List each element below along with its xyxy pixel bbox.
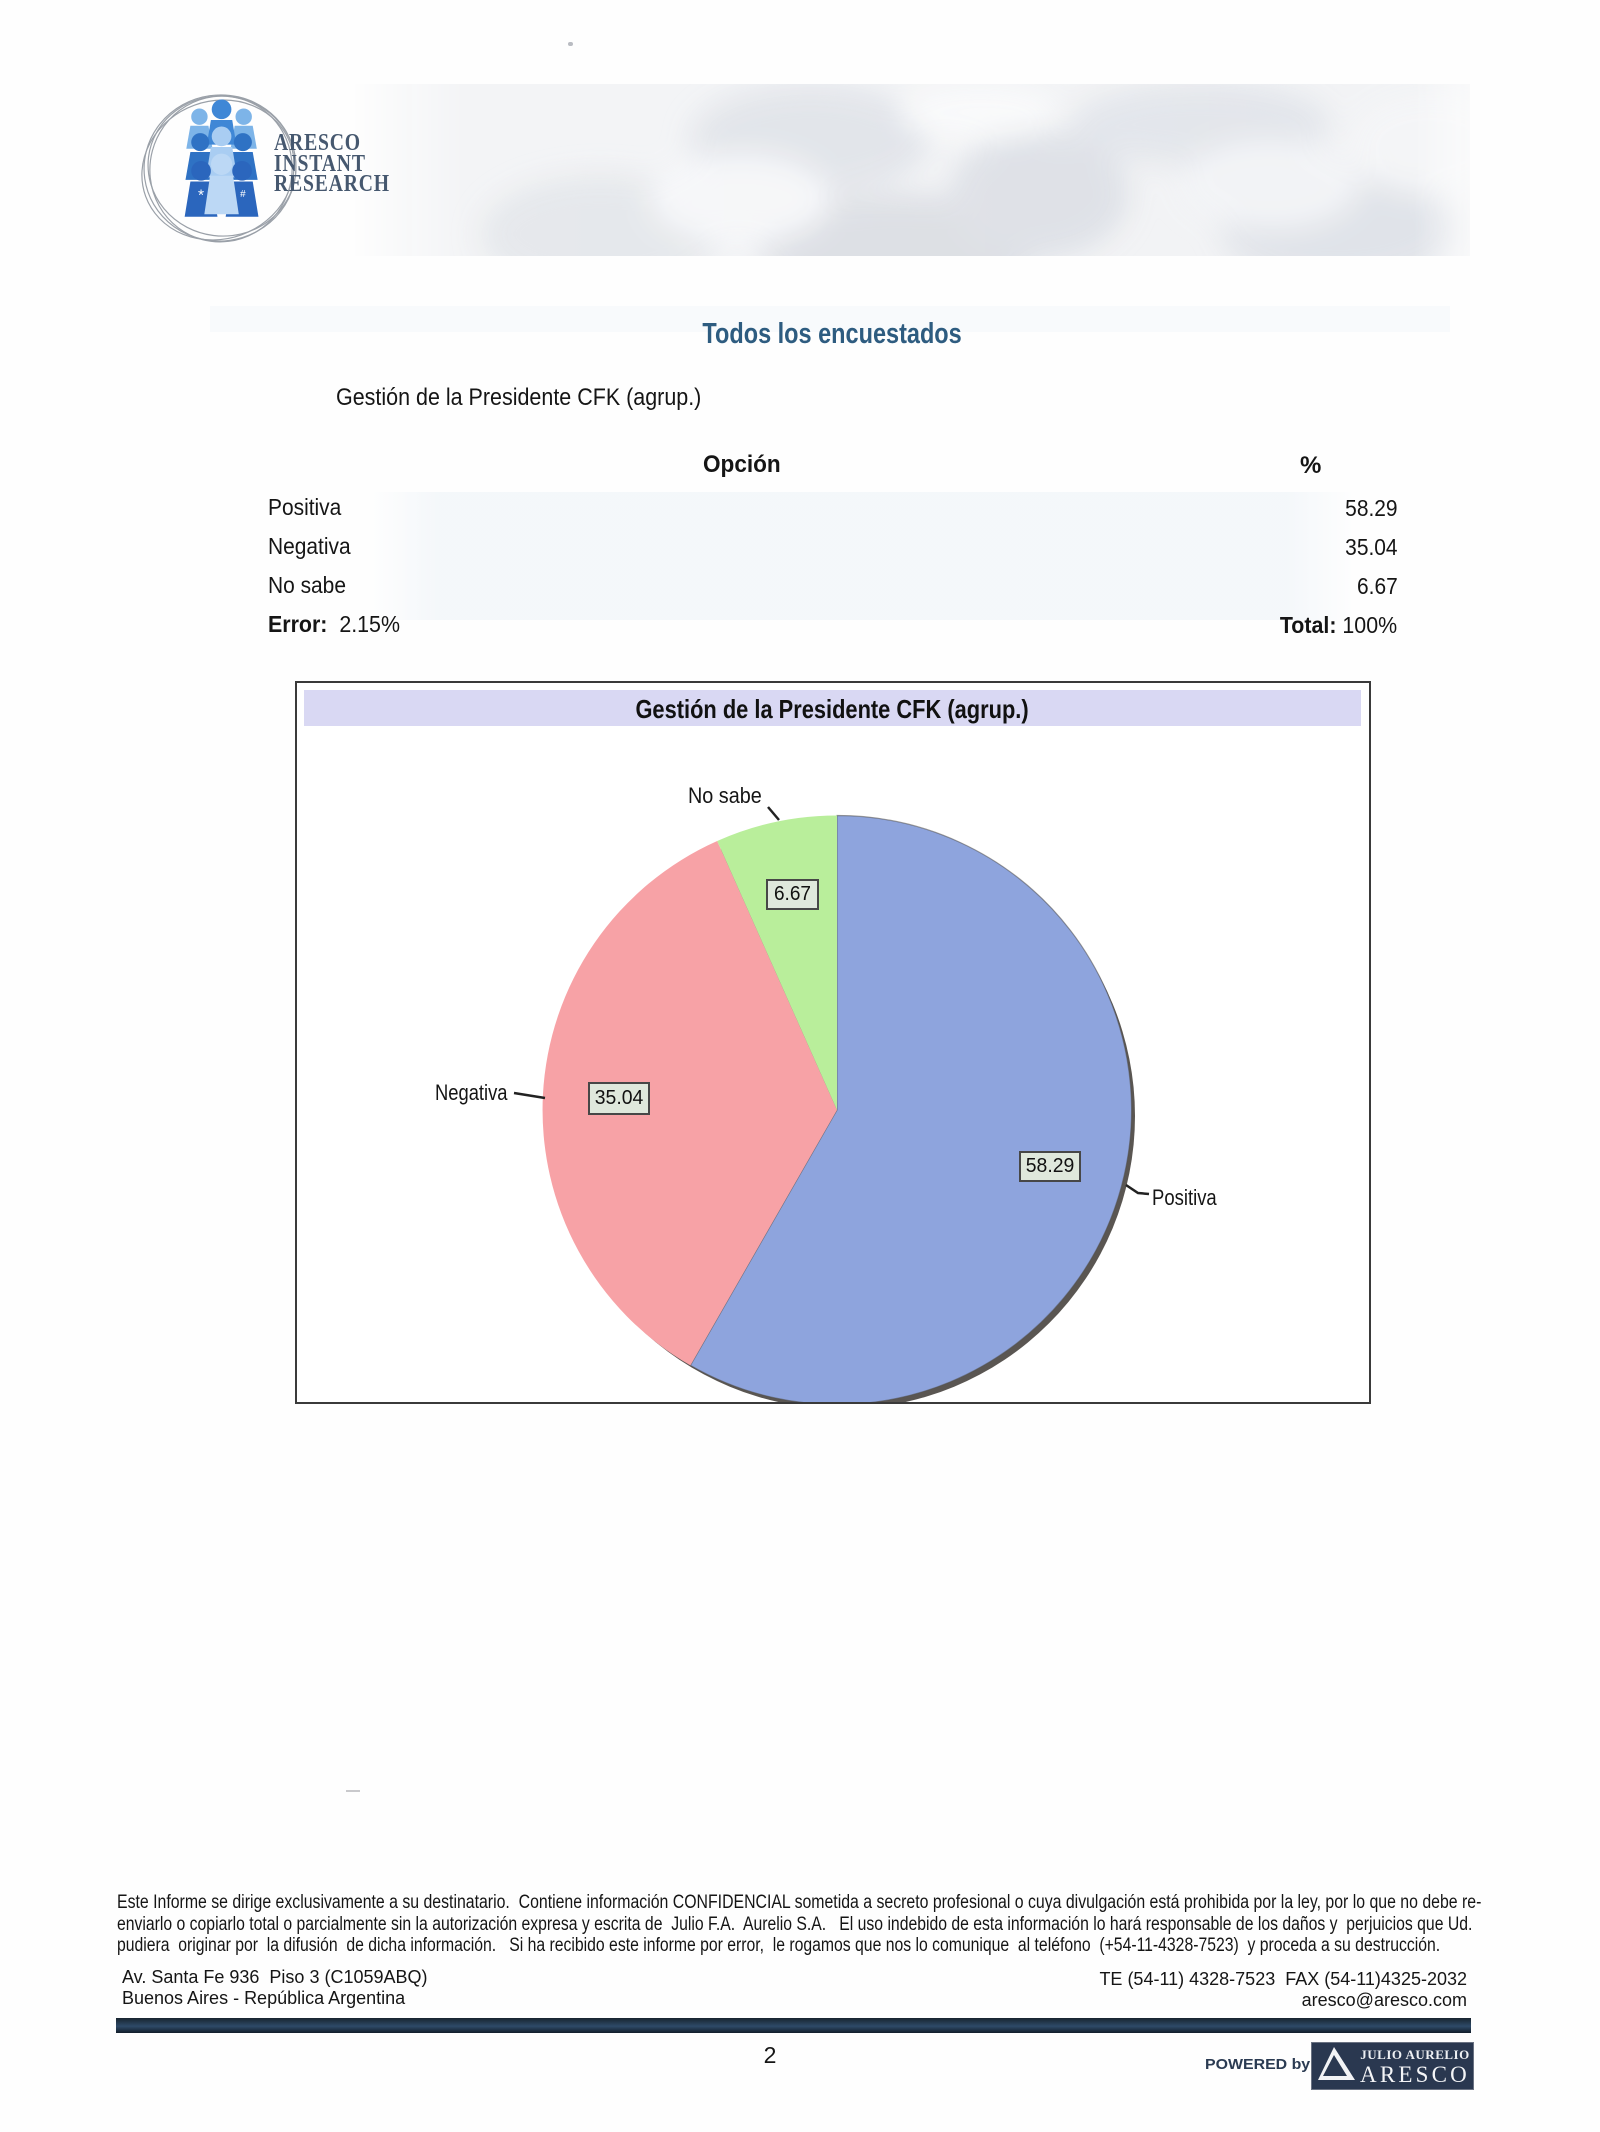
svg-text:ARESCO: ARESCO bbox=[1360, 2062, 1470, 2087]
svg-text:JULIO AURELIO: JULIO AURELIO bbox=[1360, 2047, 1469, 2062]
svg-text:*: * bbox=[198, 187, 204, 204]
svg-text:#: # bbox=[240, 189, 246, 200]
